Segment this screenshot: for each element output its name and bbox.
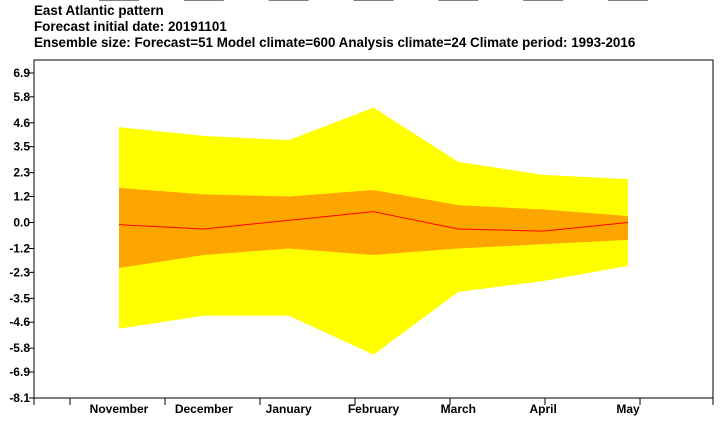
y-tick-label-4: 2.3: [13, 166, 30, 180]
chart-titles: East Atlantic pattern Forecast initial d…: [34, 3, 720, 51]
climate-inner-band: [119, 187, 628, 268]
ensemble-info-subtitle: Ensemble size: Forecast=51 Model climate…: [34, 35, 636, 50]
y-tick-label-3: 3.5: [13, 140, 30, 154]
plot-frame: [33, 59, 714, 399]
x-tick-label-4: March: [441, 402, 476, 416]
climate-median-line: [118, 211, 629, 232]
x-tick-label-0: November: [90, 402, 149, 416]
y-tick-label-0: 6.9: [13, 66, 30, 80]
y-tick-label-13: -8.1: [9, 391, 30, 405]
y-tick-label-9: -3.5: [9, 291, 30, 305]
y-tick-label-2: 4.6: [13, 116, 30, 130]
x-tick-label-3: February: [348, 402, 400, 416]
y-tick-label-8: -2.3: [9, 265, 30, 279]
y-tick-label-11: -5.8: [9, 341, 30, 355]
y-tick-label-5: 1.2: [13, 190, 30, 204]
chart-title: East Atlantic pattern: [34, 3, 164, 18]
y-tick-label-10: -4.6: [9, 315, 30, 329]
x-tick-label-2: January: [266, 402, 312, 416]
x-tick-label-6: May: [616, 402, 640, 416]
y-tick-label-6: 0.0: [13, 216, 30, 230]
y-tick-label-12: -6.9: [9, 365, 30, 379]
forecast-date-subtitle: Forecast initial date: 20191101: [34, 19, 227, 34]
y-tick-label-7: -1.2: [9, 242, 30, 256]
x-tick-label-5: April: [529, 402, 556, 416]
y-tick-label-1: 5.8: [13, 90, 30, 104]
x-tick-label-1: December: [175, 402, 233, 416]
